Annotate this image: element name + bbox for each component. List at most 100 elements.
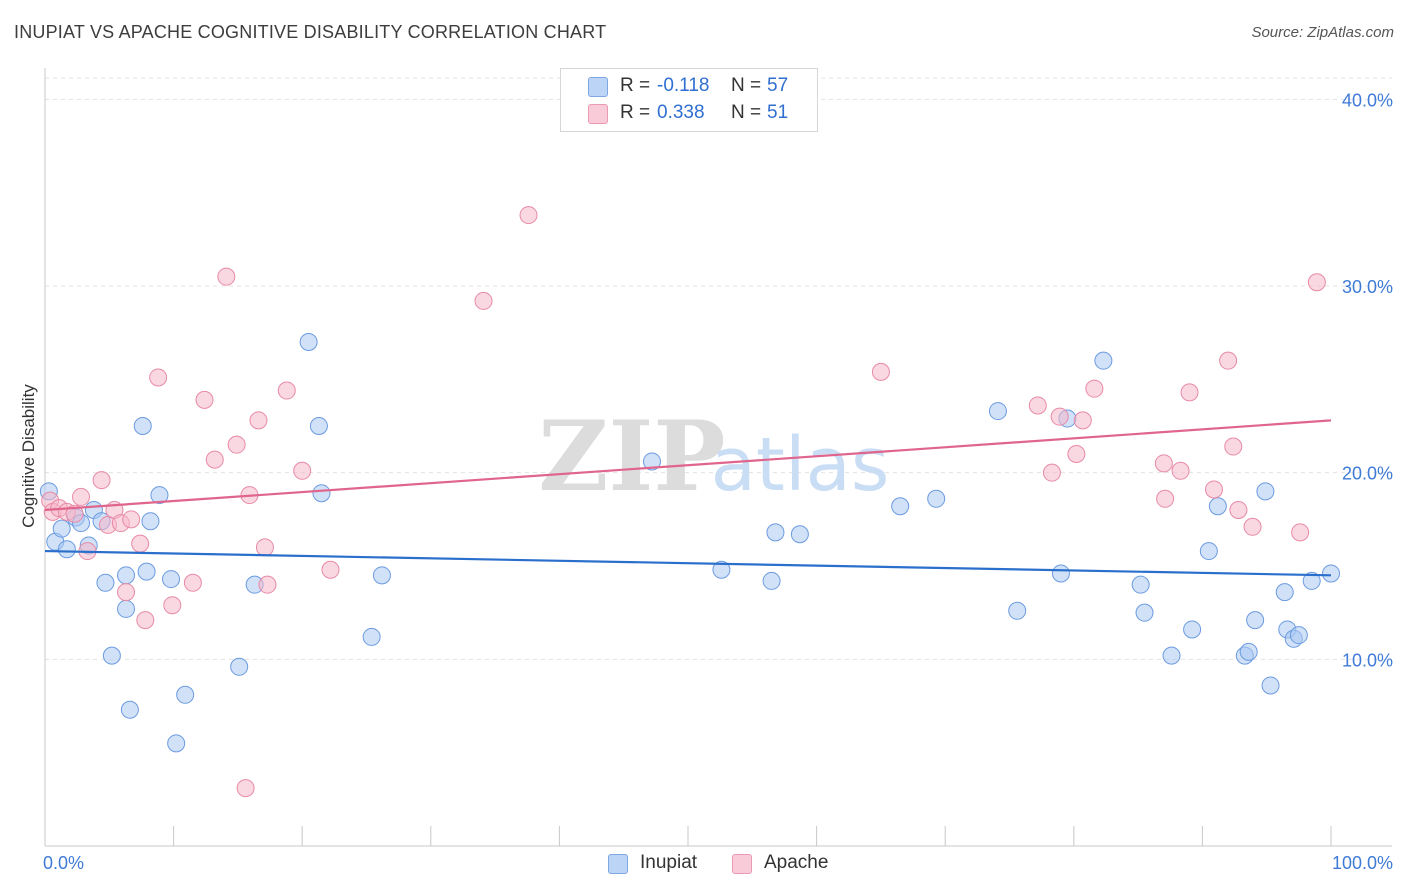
watermark-zip: ZIP [538,400,725,513]
bottom-apache-swatch [732,854,752,874]
apache-point [236,779,255,798]
apache-point [227,435,246,454]
apache-point [1219,351,1238,370]
apache-point [1204,480,1223,499]
bottom-inupiat-label: Inupiat [640,852,698,873]
apache-r-value: 0.338 [657,102,705,123]
apache-point [258,575,277,594]
inupiat-point [141,512,160,531]
apache-trend-line [44,419,1332,512]
apache-point [92,471,111,490]
inupiat-point [120,700,139,719]
inupiat-point [790,525,809,544]
apache-point [1180,383,1199,402]
apache-point [195,390,214,409]
apache-point [122,510,141,529]
inupiat-point [162,570,181,589]
apache-point [1067,445,1086,463]
watermark-atlas: atlas [711,422,890,508]
apache-point [205,450,224,469]
inupiat-point [57,540,76,559]
apache-point [1042,463,1061,482]
apache-point [871,362,890,381]
inupiat-point [1208,497,1227,516]
inupiat-point [1239,642,1258,661]
apache-point [1154,454,1173,473]
apache-point [1291,523,1310,542]
apache-point [72,487,91,506]
inupiat-point [52,519,71,538]
inupiat-r-value: -0.118 [657,75,710,96]
apache-point [1224,437,1243,456]
apache-point [163,596,182,615]
apache-point [1307,273,1326,292]
inupiat-point [312,484,331,503]
inupiat-point [642,452,661,471]
inupiat-point [1322,564,1340,583]
apache-point [136,611,155,630]
inupiat-point [1275,583,1294,602]
inupiat-point [133,417,152,435]
trend-lines [44,419,1332,577]
apache-point [255,538,274,557]
inupiat-point [1199,542,1218,561]
inupiat-point [167,734,186,753]
chart-title: INUPIAT VS APACHE COGNITIVE DISABILITY C… [14,22,607,42]
inupiat-point [372,566,391,585]
x-tick-label-min: 0.0% [43,853,84,873]
inupiat-point [1094,351,1113,370]
inupiat-point [1302,571,1321,590]
apache-point [1171,461,1190,480]
apache-point [217,267,236,286]
inupiat-point [766,523,785,542]
inupiat-point [988,402,1007,421]
watermark: ZIP atlas [538,400,889,513]
inupiat-point [1008,601,1027,620]
legend-row-apache: R = 0.338 N = 51 [561,100,817,126]
inupiat-point [1162,646,1181,665]
apache-point [117,583,136,602]
apache-swatch [588,104,608,124]
y-tick-label: 20.0% [1342,464,1393,484]
inupiat-point [309,417,328,435]
apache-point [65,504,84,523]
apache-n-value: 51 [767,102,789,123]
inupiat-point [1131,575,1150,594]
apache-r-label: R = [620,102,651,123]
apache-point [519,206,538,225]
apache-point [293,461,312,480]
inupiat-swatch [588,77,608,97]
apache-point [1085,379,1104,398]
inupiat-n-value: 57 [767,75,789,96]
inupiat-point [1183,620,1202,639]
inupiat-n-label: N = [731,75,762,96]
apache-point [1243,517,1262,536]
y-tick-label: 10.0% [1342,650,1393,670]
source-credit: Source: ZipAtlas.com [1251,24,1394,41]
inupiat-point [1289,626,1308,645]
inupiat-point [927,489,946,508]
legend-row-inupiat: R = -0.118 N = 57 [561,73,817,99]
data-points [39,206,1340,798]
apache-point [321,560,340,579]
tick-labels: 10.0% 20.0% 30.0% 40.0% 0.0% 100.0% [43,90,1393,873]
apache-point [277,381,296,400]
bottom-inupiat-swatch [608,854,628,874]
inupiat-point [230,657,249,676]
apache-point [1229,501,1248,519]
inupiat-point [712,560,731,579]
inupiat-r-label: R = [620,75,651,96]
inupiat-point [150,486,169,505]
inupiat-point [1246,611,1265,630]
stats-legend: R = -0.118 N = 57 R = 0.338 N = 51 [560,68,818,132]
apache-point [1073,411,1092,430]
apache-point [1050,407,1069,426]
y-tick-label: 40.0% [1342,90,1393,110]
inupiat-point [137,562,156,581]
inupiat-point [176,685,195,704]
inupiat-point [1051,564,1070,583]
inupiat-point [1256,482,1275,501]
apache-point [1028,396,1047,415]
apache-point [474,291,493,310]
